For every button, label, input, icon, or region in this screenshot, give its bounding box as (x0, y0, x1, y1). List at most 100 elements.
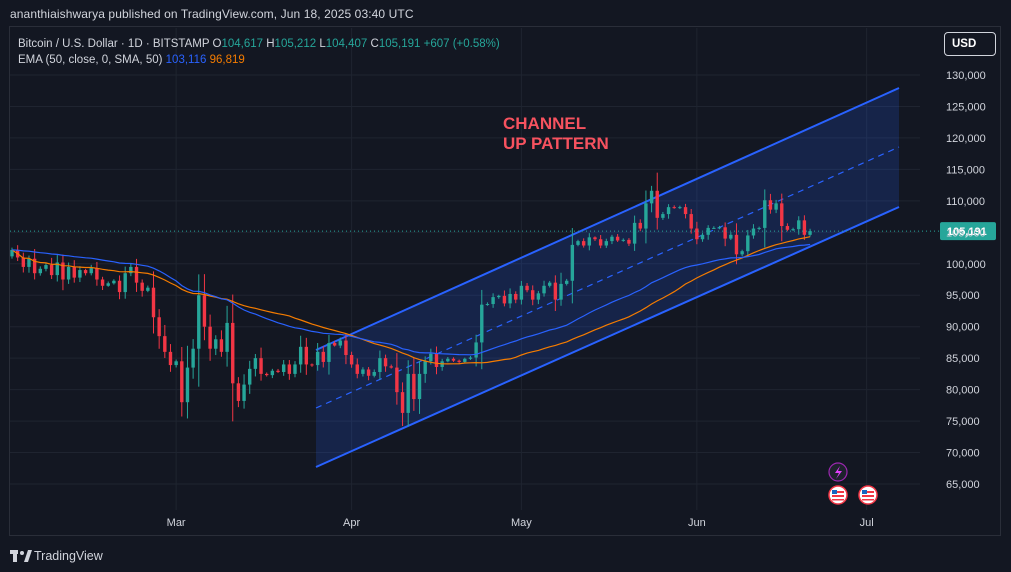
last-price-label: 105,191 (947, 226, 987, 238)
candle-body (457, 360, 461, 362)
candle-body (72, 266, 76, 278)
candle-body (581, 241, 586, 246)
candle-body (287, 364, 292, 374)
candle-body (666, 207, 671, 215)
event-icons[interactable] (828, 462, 878, 505)
ema-label[interactable]: EMA (50, close, 0, SMA, 50) (18, 54, 163, 66)
candle-body (140, 282, 144, 291)
symbol-title[interactable]: Bitcoin / U.S. Dollar · 1D · BITSTAMP (18, 38, 210, 50)
candle-body (417, 373, 422, 400)
candle-body (508, 293, 512, 304)
channel-mid-line (315, 146, 900, 409)
candle-body (219, 339, 224, 352)
candle-body (553, 282, 558, 300)
candle-body (695, 228, 699, 240)
candle-body (638, 222, 642, 229)
candle-body (298, 346, 303, 365)
candle-body (117, 280, 122, 293)
chart-legend: Bitcoin / U.S. Dollar · 1D · BITSTAMP O1… (18, 36, 500, 68)
candle-body (366, 369, 371, 376)
candle-body (808, 231, 812, 235)
candle-body (644, 203, 648, 229)
open-value: 104,617 (221, 38, 264, 50)
candle-body (791, 229, 795, 231)
candle-body (746, 235, 750, 252)
candle-body (621, 239, 625, 241)
candle-body (270, 370, 275, 376)
time-tick-label: May (511, 517, 532, 529)
candle-body (683, 207, 688, 215)
candle-body (717, 227, 722, 229)
candle-body (712, 227, 716, 229)
candle-body (474, 342, 478, 358)
candle-body (332, 343, 337, 346)
candle-body (378, 358, 382, 372)
footer-brand-text: TradingView (34, 549, 103, 563)
chart-grid (10, 28, 920, 510)
candle-body (395, 367, 399, 393)
candle-body (406, 373, 410, 413)
candles (10, 172, 812, 427)
candle-body (734, 234, 739, 255)
candle-body (123, 273, 127, 293)
candle-body (55, 262, 59, 276)
candle-body (180, 361, 184, 403)
annotation-line-2: UP PATTERN (503, 134, 609, 153)
candle-body (10, 249, 14, 257)
candle-body (281, 364, 286, 372)
price-tick-label: 85,000 (946, 353, 980, 365)
candle-body (632, 222, 637, 244)
candle-body (202, 295, 207, 327)
candle-body (44, 265, 48, 269)
sma-line (11, 236, 811, 365)
price-tick-label: 70,000 (946, 448, 980, 460)
currency-button[interactable]: USD (944, 32, 996, 56)
last-price-line: 105,191 (10, 222, 996, 241)
candle-body (100, 279, 105, 286)
candle-body (157, 317, 161, 337)
candle-body (338, 340, 342, 346)
price-tick-label: 110,000 (946, 196, 985, 208)
footer-brand: TradingView (10, 549, 103, 563)
price-axis: 130,000 125,000 120,000 115,000 110,000 105,0… (946, 70, 986, 491)
candle-body (723, 227, 727, 239)
price-tick-label: 125,000 (946, 101, 986, 113)
time-tick-label: Apr (343, 517, 360, 529)
lightning-icon (835, 466, 842, 479)
candle-body (423, 361, 427, 374)
candle-body (242, 384, 246, 401)
price-tick-label: 100,000 (946, 259, 986, 271)
candle-body (400, 392, 405, 413)
candle-body (106, 283, 110, 286)
candle-body (570, 244, 575, 281)
candle-body (542, 285, 546, 294)
candle-body (627, 239, 631, 244)
candle-body (276, 370, 280, 372)
candle-body (576, 241, 580, 245)
candle-body (446, 358, 450, 362)
change-value: +607 (+0.58%) (423, 38, 500, 50)
candle-body (700, 234, 705, 240)
candle-body (751, 228, 756, 236)
candle-body (231, 322, 235, 384)
price-tick-label: 75,000 (946, 416, 980, 428)
candle-body (61, 262, 65, 280)
candle-body (429, 353, 433, 362)
candle-body (321, 351, 325, 362)
price-tick-label: 115,000 (946, 164, 985, 176)
candle-body (112, 280, 116, 284)
candle-body (655, 190, 659, 218)
ema-value: 103,116 (165, 54, 207, 66)
candle-body (310, 364, 314, 366)
candle-body (757, 227, 761, 229)
price-tick-label: 65,000 (946, 479, 980, 491)
channel-lower-line (315, 206, 900, 468)
candle-body (689, 214, 693, 229)
candle-body (672, 207, 676, 209)
price-tick-label: 80,000 (946, 385, 980, 397)
candle-body (548, 282, 552, 286)
candle-body (27, 258, 31, 267)
price-tick-label: 90,000 (946, 322, 980, 334)
time-tick-label: Jun (688, 517, 706, 529)
